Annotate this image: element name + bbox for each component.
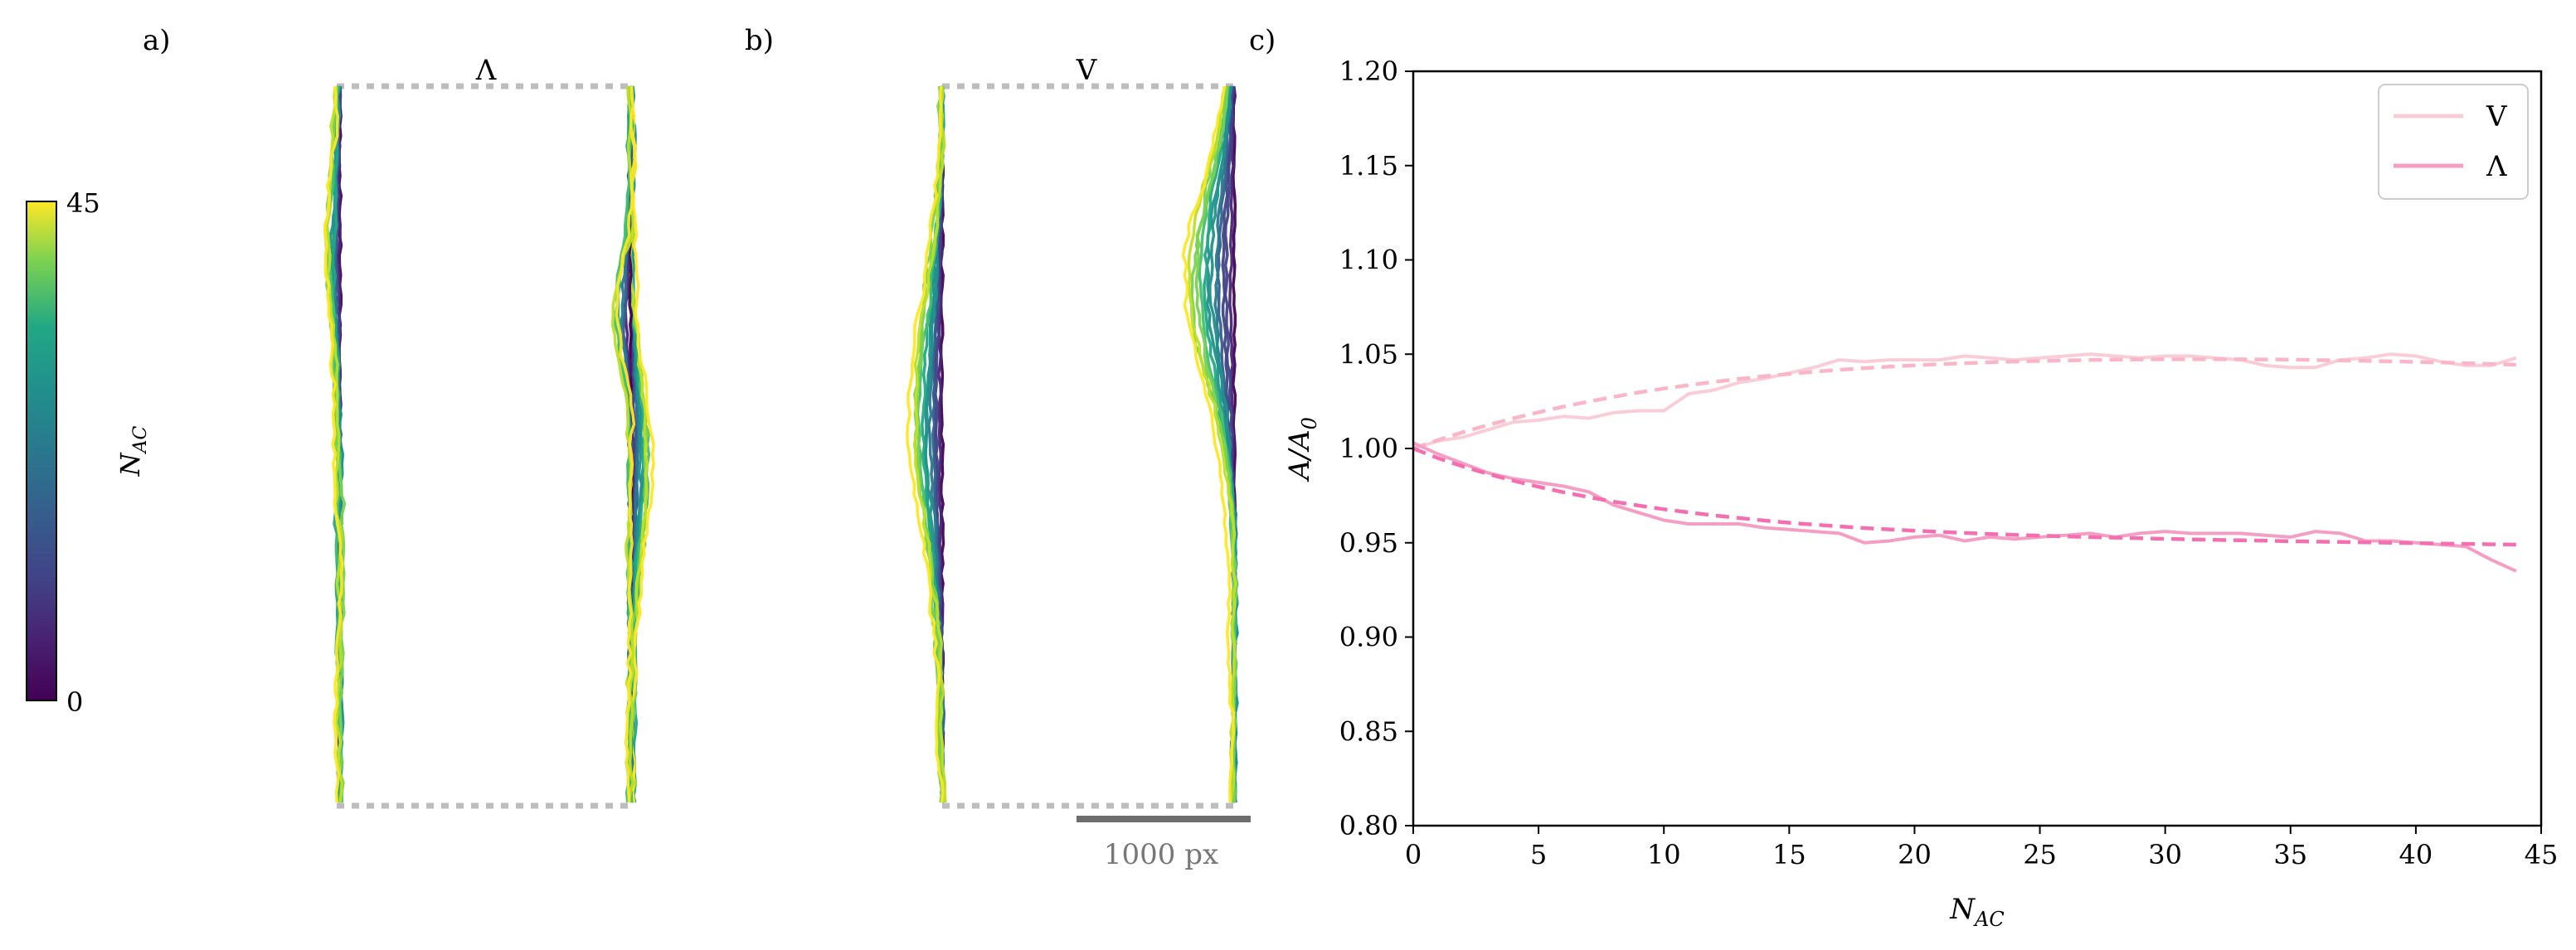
edge-trace — [325, 85, 343, 803]
x-tick-label: 15 — [1772, 839, 1806, 870]
x-tick-label: 45 — [2525, 839, 2559, 870]
legend-label-v: V — [2486, 100, 2508, 133]
legend-label-lambda: Λ — [2486, 150, 2507, 183]
panel-b-title: V — [1076, 54, 1098, 87]
edge-trace — [1181, 85, 1236, 803]
x-tick-label: 40 — [2399, 839, 2433, 870]
colorbar-max-label: 45 — [66, 187, 100, 219]
plot-series — [1412, 352, 2517, 573]
y-tick-label: 0.80 — [1339, 810, 1398, 841]
y-tick-label: 1.05 — [1339, 338, 1398, 370]
panel-b: V 1000 px — [906, 54, 1251, 871]
panel-a: Λ — [323, 54, 655, 809]
edge-trace — [1190, 85, 1238, 803]
edge-trace — [615, 85, 637, 803]
edge-traces — [906, 85, 1239, 803]
y-tick-label: 1.10 — [1339, 245, 1398, 276]
x-axis-label: NAC — [1949, 893, 2004, 931]
fit-line-lambda — [1412, 446, 2516, 547]
y-tick-label: 0.90 — [1339, 622, 1398, 653]
edge-trace — [906, 85, 945, 803]
edge-traces — [323, 85, 655, 803]
edge-trace — [1187, 85, 1238, 803]
legend-box — [2378, 84, 2529, 200]
colorbar: 45 0 NAC — [26, 187, 151, 718]
y-tick-label: 0.95 — [1339, 527, 1398, 559]
panel-a-title: Λ — [475, 54, 497, 87]
edge-trace — [912, 85, 947, 803]
x-tick-label: 10 — [1647, 839, 1681, 870]
series-line-v — [1412, 352, 2517, 450]
panel-a-label: a) — [143, 24, 171, 57]
y-tick-label: 1.20 — [1339, 56, 1398, 87]
y-tick-label: 1.15 — [1339, 150, 1398, 182]
x-tick-label: 30 — [2148, 839, 2182, 870]
axis-ticks: 0 5 10 15 20 25 30 35 40 45 0.80 0.85 0.90 0.95 1.00 1.… — [1339, 56, 2559, 870]
y-tick-label: 0.85 — [1339, 715, 1398, 747]
x-tick-label: 20 — [1898, 839, 1932, 870]
x-tick-label: 25 — [2023, 839, 2057, 870]
colorbar-gradient — [26, 201, 57, 701]
y-tick-label: 1.00 — [1339, 433, 1398, 464]
x-tick-label: 0 — [1405, 839, 1422, 870]
panel-c-label: c) — [1249, 24, 1276, 57]
scale-bar-label: 1000 px — [1104, 838, 1218, 871]
x-tick-label: 5 — [1530, 839, 1547, 870]
x-tick-label: 35 — [2273, 839, 2307, 870]
fit-line-v — [1412, 357, 2516, 451]
colorbar-label: NAC — [114, 425, 151, 477]
edge-trace — [323, 85, 344, 803]
plot-frame — [1412, 70, 2543, 827]
colorbar-min-label: 0 — [66, 686, 83, 718]
panel-b-label: b) — [745, 24, 774, 57]
series-line-lambda — [1412, 441, 2517, 573]
y-axis-label: A/A0 — [1283, 417, 1321, 482]
legend: V Λ — [2378, 84, 2529, 200]
area-ratio-chart: 0 5 10 15 20 25 30 35 40 45 0.80 0.85 0.90 0.95 1.00 1.… — [1283, 56, 2558, 931]
